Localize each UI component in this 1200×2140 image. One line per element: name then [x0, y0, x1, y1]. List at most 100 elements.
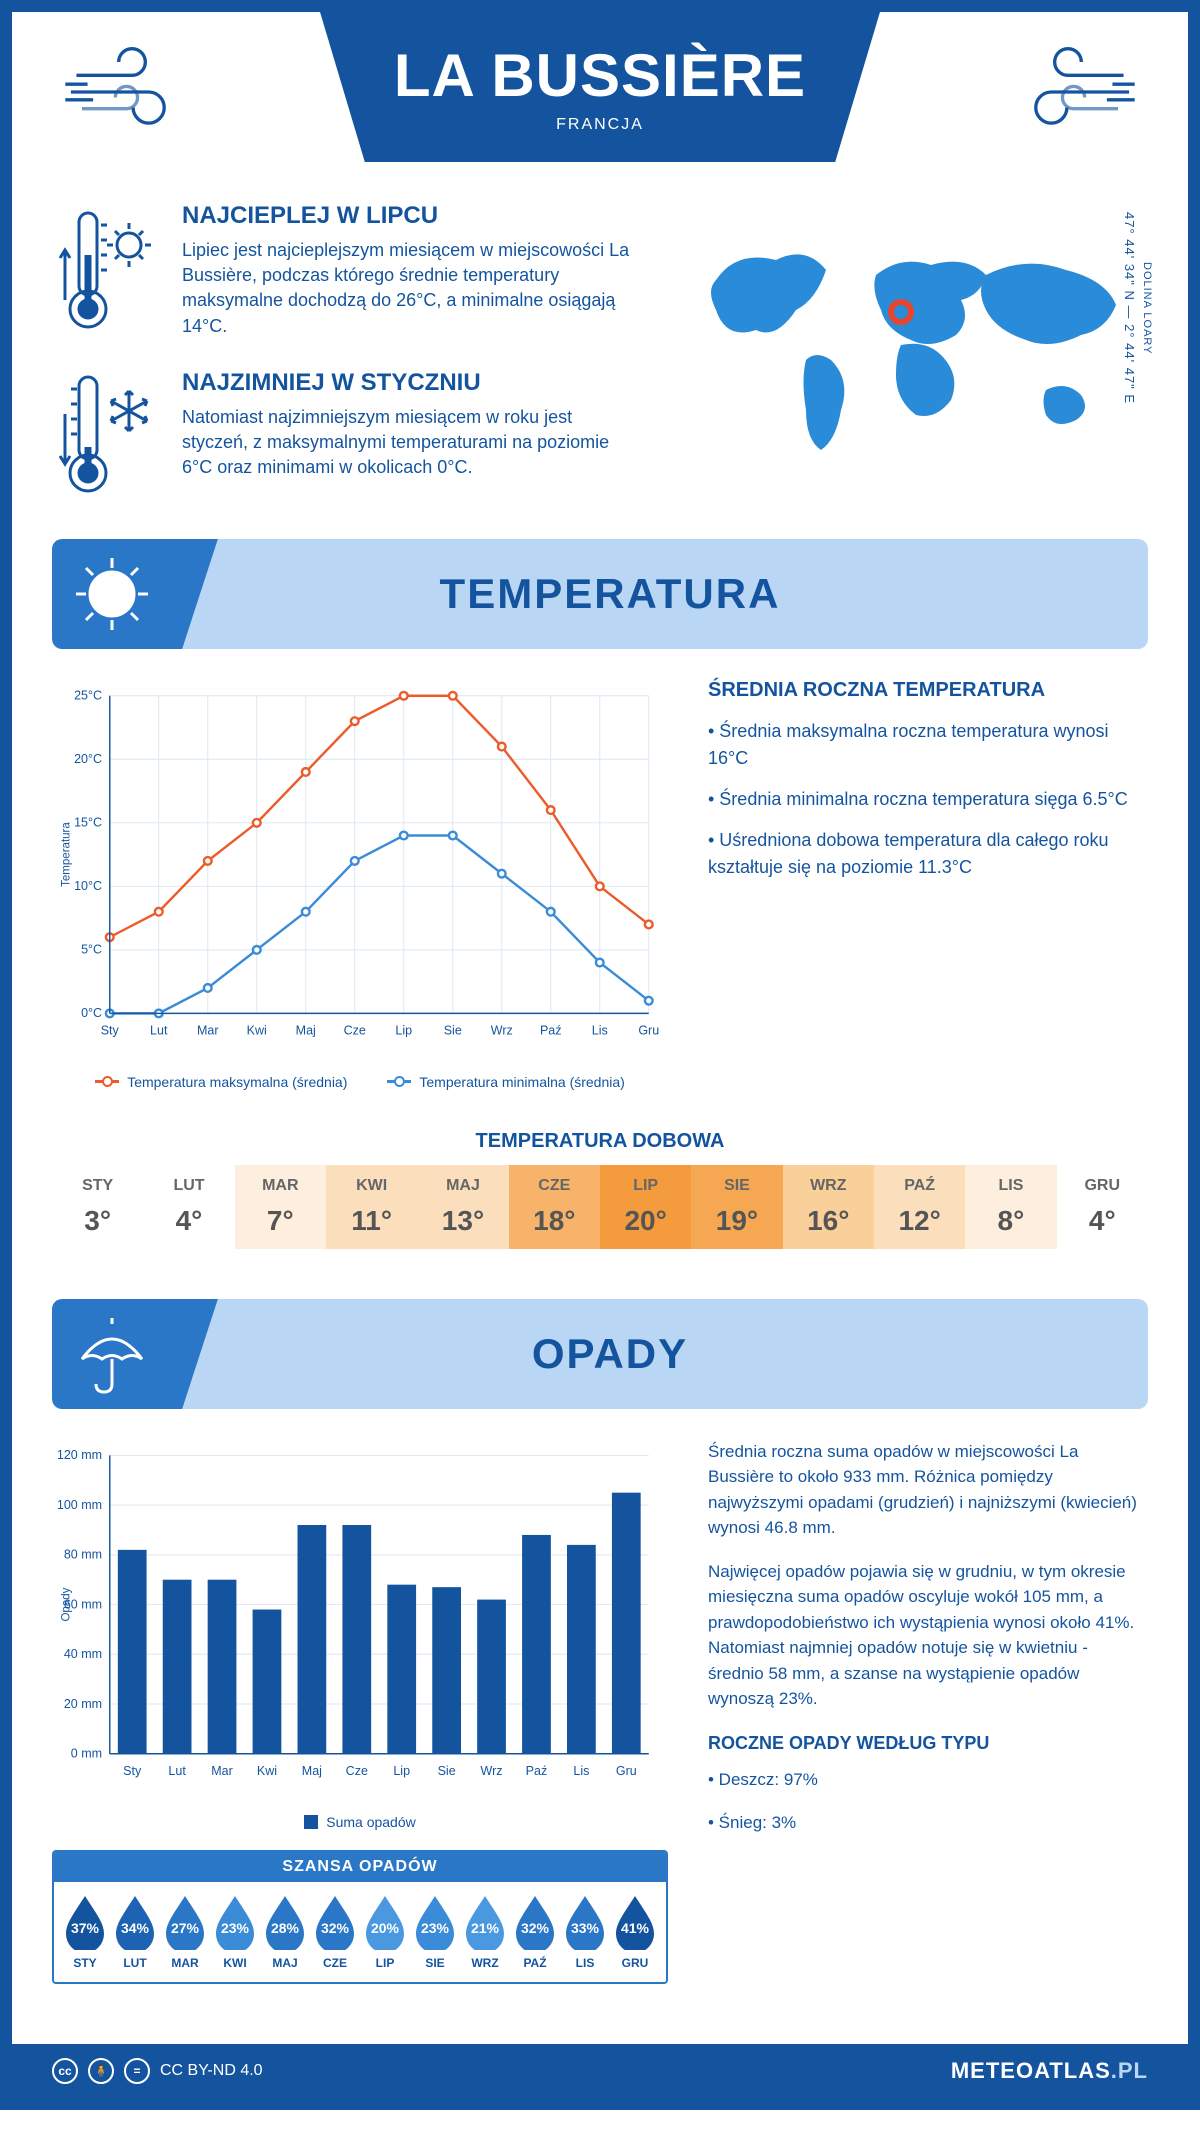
coldest-title: NAJZIMNIEJ W STYCZNIU	[182, 369, 633, 397]
temperature-line-chart: 0°C 5°C 10°C 15°C 20°C 25°C Sty Lut Mar Kwi Maj Cze…	[52, 679, 668, 1090]
license-text: CC BY-ND 4.0	[160, 2062, 263, 2080]
svg-text:Lut: Lut	[150, 1023, 168, 1037]
country-name: FRANCJA	[556, 116, 644, 134]
svg-text:Paź: Paź	[540, 1023, 562, 1037]
header: LA BUSSIÈRE FRANCJA	[52, 12, 1148, 202]
svg-text:Maj: Maj	[302, 1764, 322, 1778]
precipitation-title: OPADY	[172, 1330, 1148, 1378]
svg-text:Mar: Mar	[197, 1023, 219, 1037]
daily-cell: MAR7°	[235, 1165, 326, 1249]
daily-temp-table: STY3°LUT4°MAR7°KWI11°MAJ13°CZE18°LIP20°S…	[52, 1165, 1148, 1249]
nd-icon: =	[124, 2058, 150, 2084]
daily-cell: CZE18°	[509, 1165, 600, 1249]
precipitation-bar-chart: 0 mm20 mm40 mm60 mm80 mm100 mm120 mmStyL…	[52, 1439, 668, 1984]
city-name: LA BUSSIÈRE	[394, 41, 806, 110]
temperature-summary: ŚREDNIA ROCZNA TEMPERATURA • Średnia mak…	[708, 679, 1148, 1090]
svg-text:Sie: Sie	[444, 1023, 462, 1037]
svg-text:Gru: Gru	[616, 1764, 637, 1778]
precipitation-chance-box: SZANSA OPADÓW 37% STY 34% LUT 27% MAR 23…	[52, 1850, 668, 1984]
svg-text:20°C: 20°C	[74, 752, 102, 766]
precipitation-summary: Średnia roczna suma opadów w miejscowośc…	[708, 1439, 1148, 1984]
thermometer-sun-icon	[52, 202, 162, 339]
wind-icon	[62, 42, 202, 147]
svg-text:Paź: Paź	[526, 1764, 548, 1778]
svg-text:100 mm: 100 mm	[57, 1498, 102, 1512]
chance-drop: 20% LIP	[362, 1894, 408, 1970]
hottest-fact: NAJCIEPLEJ W LIPCU Lipiec jest najcieple…	[52, 202, 633, 339]
svg-text:80 mm: 80 mm	[64, 1547, 102, 1561]
thermometer-snow-icon	[52, 369, 162, 499]
chance-drop: 28% MAJ	[262, 1894, 308, 1970]
svg-text:Sty: Sty	[123, 1764, 142, 1778]
svg-text:Maj: Maj	[296, 1023, 316, 1037]
svg-text:Sty: Sty	[101, 1023, 120, 1037]
world-map: DOLINA LOARY 47° 44' 34" N — 2° 44' 47" …	[663, 202, 1148, 499]
svg-text:Mar: Mar	[211, 1764, 233, 1778]
cc-icon: cc	[52, 2058, 78, 2084]
svg-text:15°C: 15°C	[74, 815, 102, 829]
daily-temp-title: TEMPERATURA DOBOWA	[52, 1130, 1148, 1153]
svg-text:Lip: Lip	[395, 1023, 412, 1037]
svg-text:Opady: Opady	[60, 1587, 72, 1621]
daily-cell: LIS8°	[965, 1165, 1056, 1249]
daily-cell: LIP20°	[600, 1165, 691, 1249]
svg-text:25°C: 25°C	[74, 688, 102, 702]
daily-cell: LUT4°	[143, 1165, 234, 1249]
chance-drop: 33% LIS	[562, 1894, 608, 1970]
temperature-header: TEMPERATURA	[52, 539, 1148, 649]
svg-text:Lip: Lip	[393, 1764, 410, 1778]
by-icon: 🧍	[88, 2058, 114, 2084]
hottest-title: NAJCIEPLEJ W LIPCU	[182, 202, 633, 230]
daily-cell: MAJ13°	[417, 1165, 508, 1249]
hottest-text: Lipiec jest najcieplejszym miesiącem w m…	[182, 238, 633, 339]
svg-text:Sie: Sie	[438, 1764, 456, 1778]
svg-text:Lut: Lut	[168, 1764, 186, 1778]
svg-text:120 mm: 120 mm	[57, 1448, 102, 1462]
temperature-title: TEMPERATURA	[172, 570, 1148, 618]
chance-drop: 34% LUT	[112, 1894, 158, 1970]
svg-text:Lis: Lis	[573, 1764, 589, 1778]
umbrella-icon	[52, 1299, 172, 1409]
chance-drop: 32% CZE	[312, 1894, 358, 1970]
daily-cell: WRZ16°	[783, 1165, 874, 1249]
svg-text:Cze: Cze	[346, 1764, 368, 1778]
svg-text:Temperatura: Temperatura	[60, 821, 72, 886]
svg-text:0°C: 0°C	[81, 1006, 102, 1020]
svg-text:Lis: Lis	[592, 1023, 608, 1037]
chance-drop: 37% STY	[62, 1894, 108, 1970]
chance-drop: 32% PAŹ	[512, 1894, 558, 1970]
chance-drop: 27% MAR	[162, 1894, 208, 1970]
svg-text:Wrz: Wrz	[481, 1764, 503, 1778]
daily-cell: PAŹ12°	[874, 1165, 965, 1249]
footer: cc 🧍 = CC BY-ND 4.0 METEOATLAS.PL	[12, 2044, 1188, 2098]
svg-text:Gru: Gru	[638, 1023, 659, 1037]
chance-drop: 23% KWI	[212, 1894, 258, 1970]
sun-icon	[52, 539, 172, 649]
coordinates: DOLINA LOARY 47° 44' 34" N — 2° 44' 47" …	[1120, 212, 1156, 404]
svg-text:10°C: 10°C	[74, 879, 102, 893]
coldest-fact: NAJZIMNIEJ W STYCZNIU Natomiast najzimni…	[52, 369, 633, 499]
precipitation-header: OPADY	[52, 1299, 1148, 1409]
chart-legend: Suma opadów	[52, 1814, 668, 1830]
svg-text:0 mm: 0 mm	[71, 1746, 102, 1760]
svg-text:20 mm: 20 mm	[64, 1697, 102, 1711]
daily-cell: SIE19°	[691, 1165, 782, 1249]
site-brand: METEOATLAS.PL	[951, 2058, 1148, 2084]
chance-drop: 23% SIE	[412, 1894, 458, 1970]
coldest-text: Natomiast najzimniejszym miesiącem w rok…	[182, 405, 633, 481]
svg-text:Kwi: Kwi	[247, 1023, 267, 1037]
svg-text:Cze: Cze	[344, 1023, 366, 1037]
wind-icon	[998, 42, 1138, 147]
title-banner: LA BUSSIÈRE FRANCJA	[320, 12, 880, 162]
svg-text:Wrz: Wrz	[491, 1023, 513, 1037]
svg-text:40 mm: 40 mm	[64, 1647, 102, 1661]
chart-legend: Temperatura maksymalna (średnia) Tempera…	[52, 1074, 668, 1090]
chance-drop: 41% GRU	[612, 1894, 658, 1970]
daily-cell: STY3°	[52, 1165, 143, 1249]
svg-text:Kwi: Kwi	[257, 1764, 277, 1778]
svg-text:5°C: 5°C	[81, 942, 102, 956]
chance-drop: 21% WRZ	[462, 1894, 508, 1970]
daily-cell: GRU4°	[1057, 1165, 1148, 1249]
daily-cell: KWI11°	[326, 1165, 417, 1249]
chance-title: SZANSA OPADÓW	[54, 1852, 666, 1882]
